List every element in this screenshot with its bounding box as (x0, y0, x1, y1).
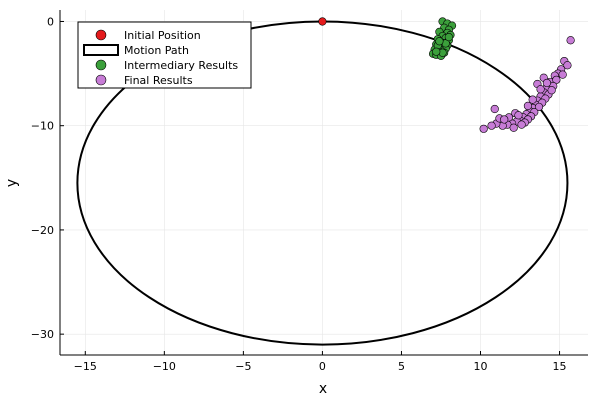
final-results-point (536, 85, 545, 94)
final-results-point (542, 78, 551, 88)
legend-label: Intermediary Results (124, 59, 238, 72)
x-tick-label: 10 (474, 360, 488, 373)
final-results-point (566, 36, 575, 45)
final-results-point (479, 124, 488, 133)
y-tick-label: 0 (47, 15, 54, 28)
intermediary-results-point (435, 37, 444, 46)
axes-frame (59, 10, 588, 356)
y-tick-label: −10 (31, 120, 54, 133)
legend-swatch-motion-path (83, 44, 119, 56)
final-results-point (509, 123, 518, 132)
legend-swatch-initial-position (95, 29, 107, 41)
x-tick-label: −15 (74, 360, 97, 373)
ticks: −15 −10 −5 0 5 10 15 0 −10 −20 −30 (31, 15, 567, 373)
y-tick-label: −30 (31, 328, 54, 341)
final-results-point (500, 115, 509, 124)
intermediary-results-point (432, 47, 441, 56)
legend-swatch-final-results (95, 74, 107, 86)
final-results-point (490, 104, 499, 114)
x-tick-label: −5 (235, 360, 251, 373)
y-axis-label: y (4, 179, 20, 187)
intermediary-results-point (444, 32, 453, 42)
final-results-point (514, 111, 523, 120)
final-results-point (534, 102, 544, 112)
plot-area (76, 17, 575, 346)
legend: Initial Position Motion Path Intermediary … (77, 21, 252, 89)
final-results-point (523, 101, 533, 110)
legend-label: Final Results (124, 74, 193, 87)
y-tick-label: −20 (31, 224, 54, 237)
final-results-point (528, 95, 537, 104)
x-axis-label: x (319, 381, 327, 397)
x-tick-label: 5 (398, 360, 405, 373)
x-tick-label: 0 (319, 360, 326, 373)
final-results-point (517, 120, 526, 129)
legend-label: Initial Position (124, 29, 201, 42)
final-results-point (558, 70, 567, 79)
initial-position-point (318, 17, 327, 26)
final-results-point (547, 86, 556, 95)
legend-label: Motion Path (124, 44, 189, 57)
legend-swatch-intermediary-results (95, 59, 107, 71)
final-results-point (487, 121, 496, 130)
final-results-point (563, 61, 572, 70)
x-tick-label: −10 (153, 360, 176, 373)
x-tick-label: 15 (553, 360, 567, 373)
